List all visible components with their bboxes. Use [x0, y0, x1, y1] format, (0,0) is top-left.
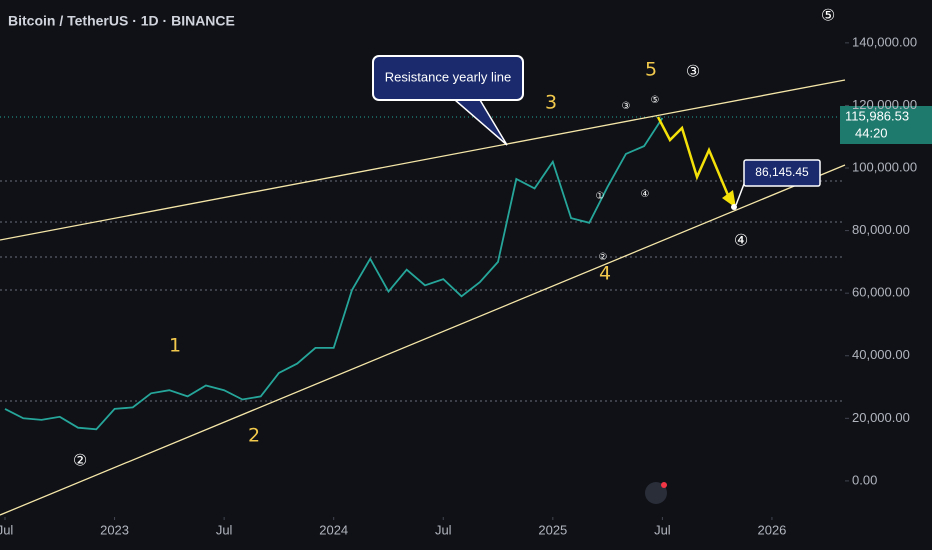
x-tick-label: Jul — [435, 522, 452, 537]
wave-label: ④ — [734, 231, 748, 250]
price-label: 115,986.53 — [845, 108, 909, 123]
projection — [656, 116, 732, 201]
y-tick-label: 20,000.00 — [852, 410, 910, 425]
logo-dot — [661, 482, 667, 488]
x-tick-label: Jul — [0, 522, 13, 537]
x-tick-label: 2026 — [757, 522, 786, 537]
x-tick-label: 2024 — [319, 522, 348, 537]
y-tick-label: 120,000.00 — [852, 97, 917, 112]
target-label: 86,145.45 — [755, 165, 809, 179]
target-pointer — [735, 183, 745, 206]
callout-text: Resistance yearly line — [385, 69, 511, 84]
y-tick-label: 40,000.00 — [852, 347, 910, 362]
projection-arrow — [722, 190, 736, 208]
chart-title: Bitcoin / TetherUS · 1D · BINANCE — [8, 13, 235, 29]
y-tick-label: 140,000.00 — [852, 34, 917, 49]
y-tick-label: 100,000.00 — [852, 159, 917, 174]
wave-label: ③ — [622, 101, 631, 112]
wave-label: ④ — [641, 189, 650, 200]
x-tick-label: 2025 — [538, 522, 567, 537]
x-tick-label: Jul — [654, 522, 671, 537]
resistance-line — [0, 79, 846, 241]
plot — [4, 117, 664, 431]
price-timer: 44:20 — [855, 125, 888, 140]
wave-label: 5 — [645, 59, 657, 81]
wave-label: 3 — [545, 92, 557, 114]
wave-label: 2 — [248, 425, 260, 447]
x-tick-label: Jul — [216, 522, 233, 537]
wave-label: ⑤ — [651, 95, 660, 106]
wave-label: 4 — [599, 263, 611, 285]
y-tick-label: 0.00 — [852, 472, 877, 487]
wave-label: ② — [599, 252, 608, 263]
target-point — [731, 204, 737, 210]
logo-icon — [645, 482, 667, 504]
price-line — [4, 117, 664, 431]
y-tick-label: 60,000.00 — [852, 285, 910, 300]
support-line — [0, 164, 846, 516]
callout-box — [372, 55, 524, 101]
y-tick-label: 80,000.00 — [852, 222, 910, 237]
target-box — [743, 159, 821, 187]
wave-label: ③ — [686, 62, 700, 81]
wave-label: 1 — [169, 335, 181, 357]
wave-label: ① — [596, 191, 605, 202]
wave-label: ⑤ — [821, 6, 835, 25]
price-box — [840, 106, 932, 144]
wave-label: ② — [73, 451, 87, 470]
x-tick-label: 2023 — [100, 522, 129, 537]
